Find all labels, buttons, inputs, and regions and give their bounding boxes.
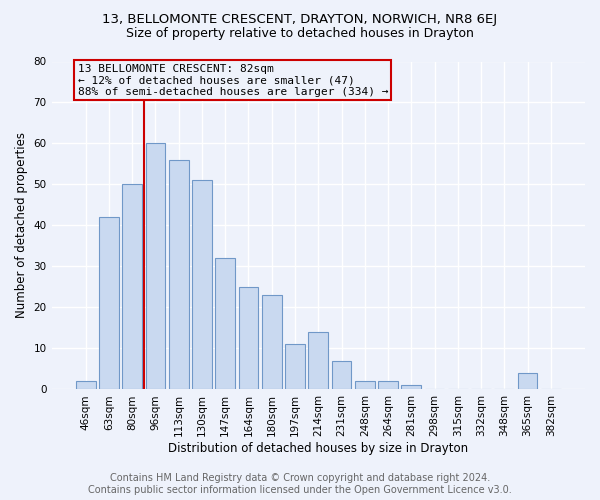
Bar [518, 373, 538, 390]
Bar [332, 361, 352, 390]
Bar [192, 180, 212, 390]
Bar [401, 386, 421, 390]
X-axis label: Distribution of detached houses by size in Drayton: Distribution of detached houses by size … [168, 442, 469, 455]
Bar [146, 144, 166, 390]
Bar [215, 258, 235, 390]
Bar [122, 184, 142, 390]
Text: 13 BELLOMONTE CRESCENT: 82sqm
← 12% of detached houses are smaller (47)
88% of s: 13 BELLOMONTE CRESCENT: 82sqm ← 12% of d… [77, 64, 388, 96]
Bar [76, 382, 95, 390]
Bar [285, 344, 305, 390]
Text: Size of property relative to detached houses in Drayton: Size of property relative to detached ho… [126, 28, 474, 40]
Bar [262, 295, 281, 390]
Bar [308, 332, 328, 390]
Bar [355, 382, 374, 390]
Bar [99, 218, 119, 390]
Y-axis label: Number of detached properties: Number of detached properties [15, 132, 28, 318]
Text: 13, BELLOMONTE CRESCENT, DRAYTON, NORWICH, NR8 6EJ: 13, BELLOMONTE CRESCENT, DRAYTON, NORWIC… [103, 12, 497, 26]
Text: Contains HM Land Registry data © Crown copyright and database right 2024.
Contai: Contains HM Land Registry data © Crown c… [88, 474, 512, 495]
Bar [239, 287, 259, 390]
Bar [169, 160, 188, 390]
Bar [378, 382, 398, 390]
